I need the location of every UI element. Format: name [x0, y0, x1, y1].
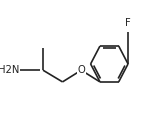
Text: O: O	[77, 65, 85, 75]
Text: F: F	[125, 18, 131, 28]
Text: H2N: H2N	[0, 65, 20, 75]
